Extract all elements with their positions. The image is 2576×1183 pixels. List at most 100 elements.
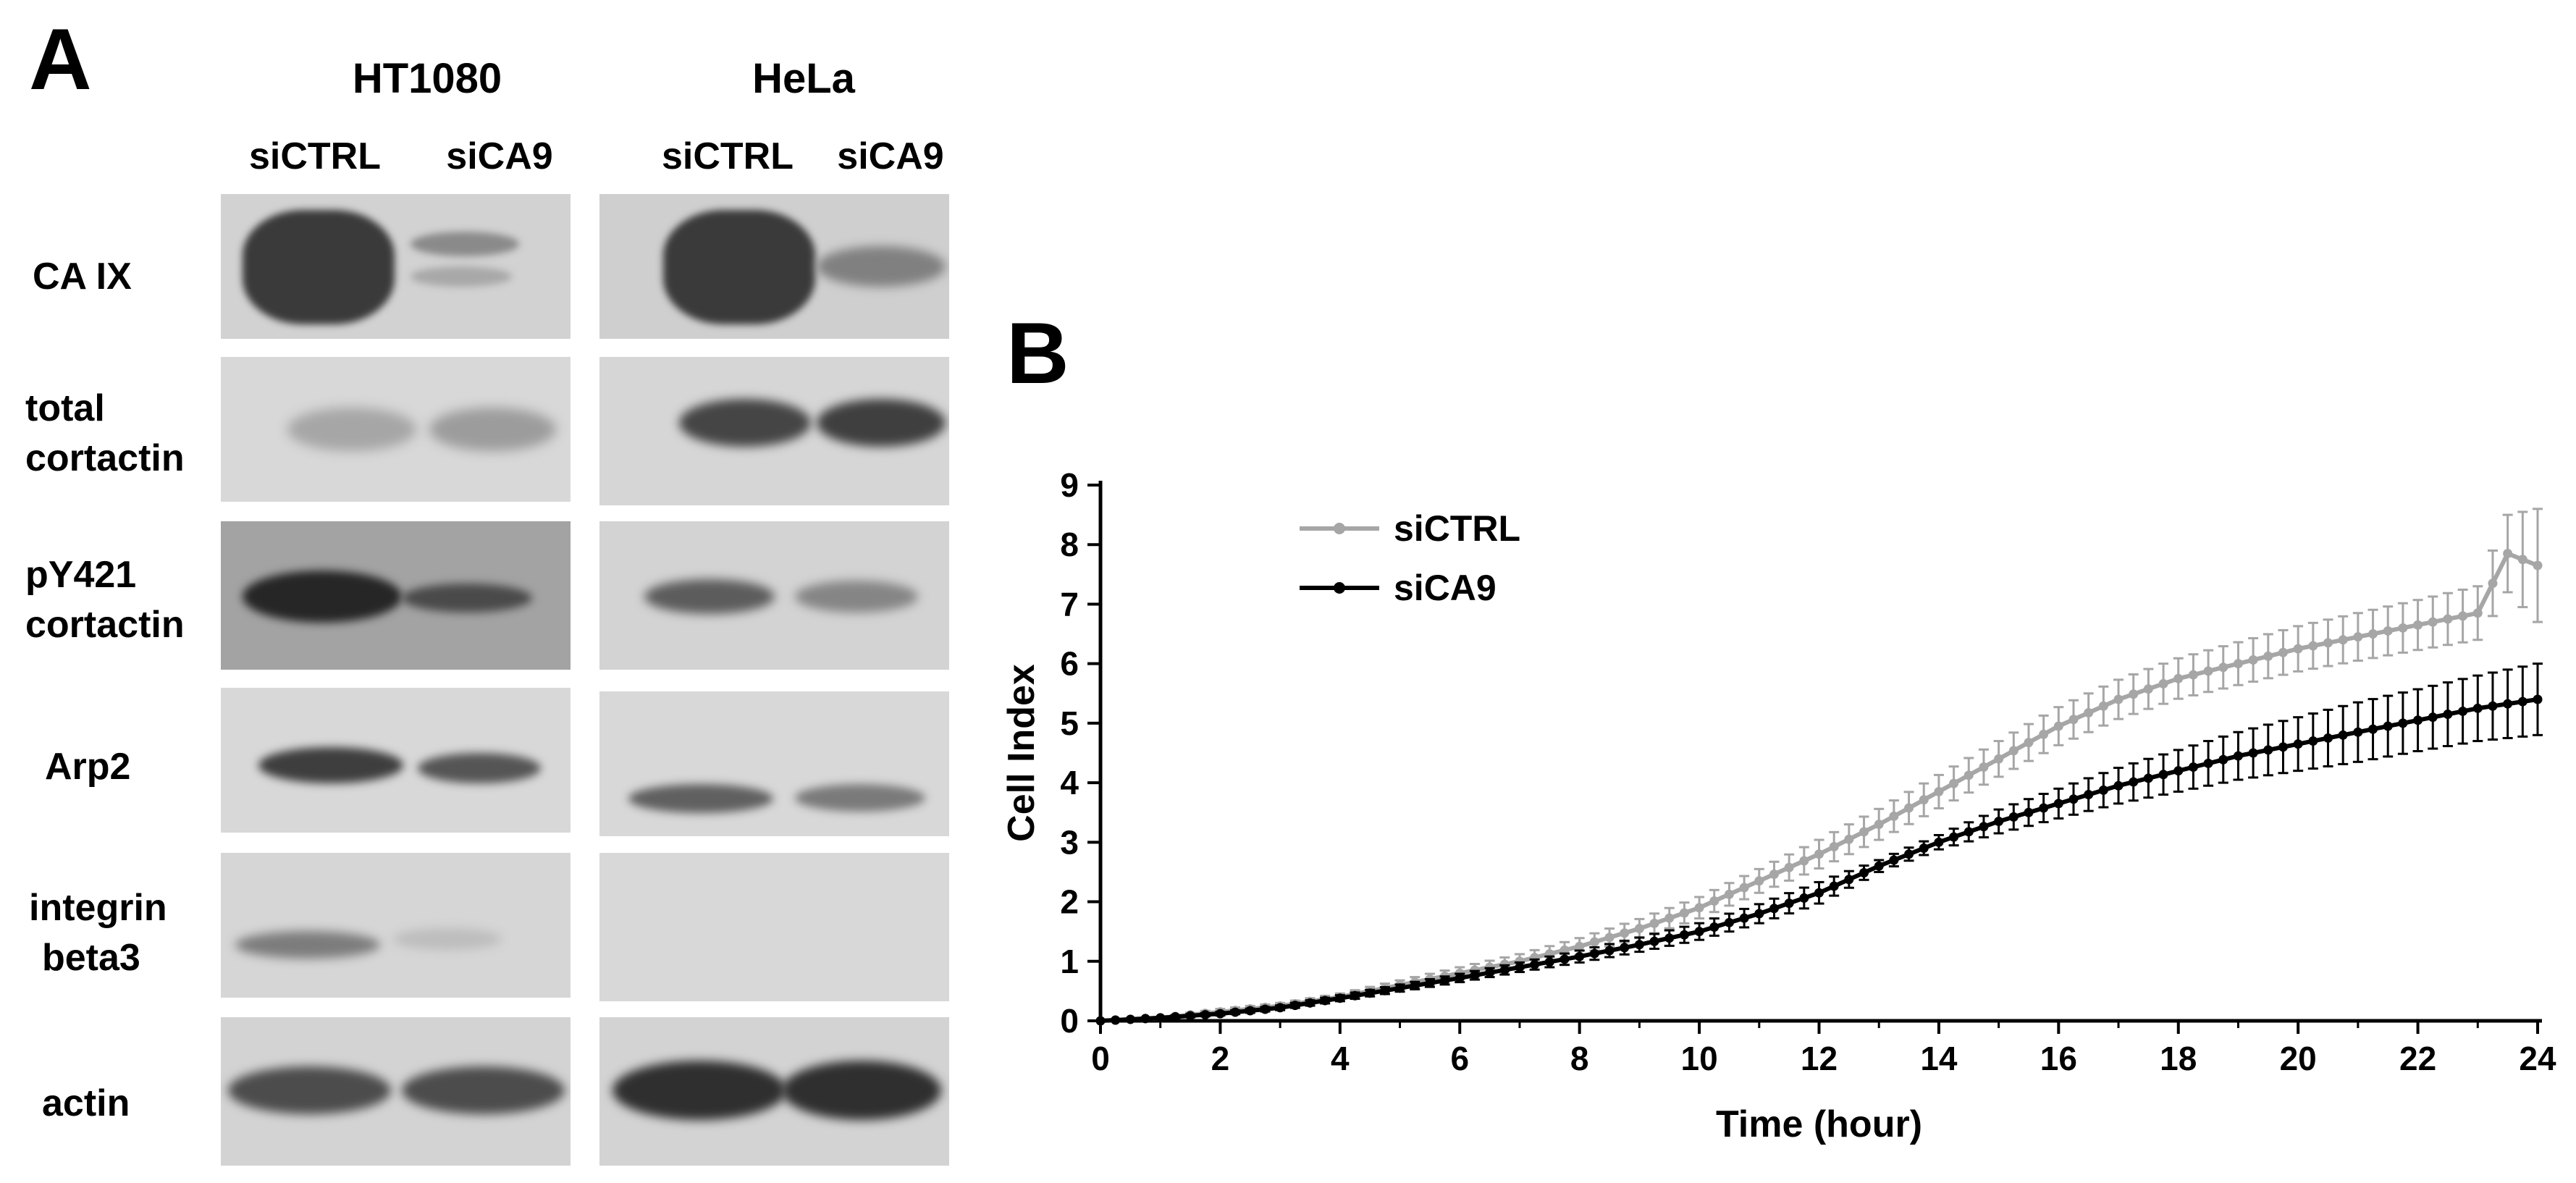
blot-total-cortactin-ht1080	[221, 357, 571, 502]
data-point	[1185, 1011, 1195, 1021]
data-point	[1664, 913, 1675, 923]
x-tick-label: 24	[2519, 1040, 2556, 1077]
data-point	[2129, 777, 2139, 787]
data-point	[1844, 834, 1854, 844]
data-point	[1095, 1016, 1106, 1026]
blot-ca-ix-ht1080	[221, 194, 571, 339]
series-line	[1100, 550, 2539, 1023]
data-point	[2428, 617, 2438, 627]
blot-band	[613, 1061, 786, 1120]
data-point	[1485, 967, 1495, 977]
data-point	[2203, 666, 2213, 676]
data-point	[1589, 948, 1599, 959]
blot-total-cortactin-hela	[599, 357, 949, 505]
data-point	[1275, 1003, 1285, 1013]
data-point	[1784, 862, 1794, 872]
data-point	[1874, 820, 1884, 830]
data-point	[2413, 620, 2423, 630]
data-point	[1784, 898, 1794, 909]
data-point	[2278, 647, 2288, 657]
blot-band	[411, 232, 519, 256]
data-point	[1979, 822, 1989, 832]
data-point	[1620, 943, 1630, 953]
data-point	[2323, 638, 2333, 648]
data-point	[2068, 715, 2079, 725]
data-point	[1829, 842, 1839, 851]
data-point	[2503, 549, 2513, 559]
blot-band	[258, 747, 403, 783]
blot-band	[243, 210, 395, 324]
data-point	[1889, 855, 1899, 865]
data-point	[2218, 754, 2228, 765]
protein-label-line: integrin	[29, 887, 167, 929]
data-point	[2143, 773, 2153, 783]
data-point	[2517, 696, 2527, 707]
protein-label-line: cortactin	[25, 604, 185, 647]
data-point	[1769, 904, 1779, 914]
data-point	[1709, 922, 1720, 932]
data-point	[2203, 758, 2213, 768]
protein-label-line: pY421	[25, 554, 137, 596]
data-point	[1919, 843, 1929, 854]
data-point	[1709, 896, 1720, 906]
data-point	[2413, 715, 2423, 725]
data-point	[1799, 893, 1809, 903]
protein-label-actin: actin	[42, 1079, 130, 1129]
panel-b-letter: B	[1006, 305, 1069, 402]
legend-label: siCA9	[1394, 568, 1497, 608]
data-point	[1799, 856, 1809, 866]
blot-band	[418, 753, 541, 783]
data-point	[2517, 555, 2527, 565]
y-tick-label: 4	[1060, 764, 1079, 801]
data-point	[2368, 724, 2378, 734]
x-axis-label: Time (hour)	[1716, 1103, 1922, 1145]
data-point	[1575, 951, 1585, 961]
data-point	[2233, 751, 2243, 761]
data-point	[2053, 721, 2063, 731]
data-point	[1470, 970, 1480, 980]
cell-line-hela: HeLa	[752, 55, 855, 102]
data-point	[2084, 708, 2094, 717]
data-point	[1320, 995, 1330, 1006]
data-point	[1754, 876, 1764, 886]
data-point	[1530, 959, 1540, 969]
legend-marker	[1334, 523, 1345, 534]
data-point	[1994, 754, 2004, 764]
data-point	[2024, 807, 2034, 817]
data-point	[2068, 794, 2079, 804]
data-point	[1694, 927, 1704, 937]
panel-a-letter: A	[29, 11, 92, 108]
chart-legend: siCTRL siCA9	[1300, 508, 1520, 608]
protein-label-ca-ix: CA IX	[33, 252, 132, 302]
data-point	[2039, 729, 2049, 739]
data-point	[2458, 706, 2468, 716]
x-tick-label: 14	[1920, 1040, 1958, 1077]
data-point	[1814, 888, 1824, 898]
data-point	[1575, 941, 1585, 951]
data-point	[2233, 659, 2243, 669]
data-point	[1634, 924, 1644, 934]
protein-label-line: CA IX	[33, 256, 132, 298]
y-tick-label: 7	[1060, 585, 1079, 623]
data-point	[1724, 917, 1734, 927]
data-point	[1365, 988, 1375, 998]
data-point	[2443, 614, 2453, 624]
data-point	[1754, 909, 1764, 919]
data-point	[2039, 803, 2049, 813]
y-tick-label: 0	[1060, 1002, 1079, 1040]
y-ticks: 0 1 2 3 4 5 6 7 8 9	[1060, 466, 1100, 1040]
data-point	[2398, 623, 2408, 633]
data-point	[2008, 812, 2019, 822]
blot-band	[795, 784, 925, 812]
data-point	[2173, 766, 2184, 776]
data-point	[2488, 701, 2498, 711]
legend-marker	[1334, 582, 1345, 594]
data-point	[1739, 913, 1749, 923]
blot-actin-ht1080	[221, 1017, 571, 1166]
data-point	[2308, 641, 2318, 651]
data-point	[2323, 733, 2333, 743]
data-point	[2158, 770, 2168, 780]
data-point	[1425, 978, 1435, 988]
x-tick-label: 16	[2040, 1040, 2077, 1077]
